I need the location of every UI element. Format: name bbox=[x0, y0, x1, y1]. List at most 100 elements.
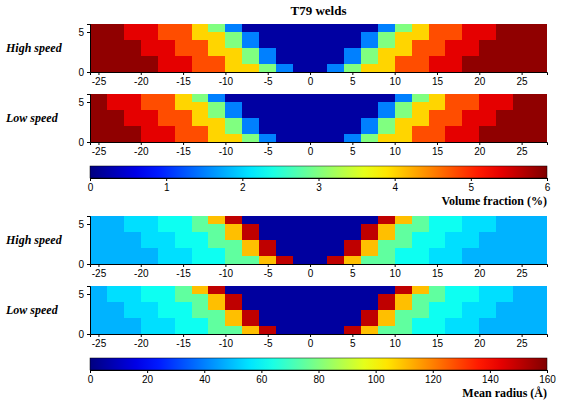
cell bbox=[445, 118, 462, 126]
x-tick-mark bbox=[183, 334, 184, 337]
cell bbox=[208, 286, 225, 294]
cell bbox=[141, 256, 158, 264]
cell bbox=[530, 56, 547, 64]
cell bbox=[327, 24, 344, 32]
cell bbox=[327, 64, 344, 72]
cell bbox=[327, 118, 344, 126]
cell bbox=[445, 24, 462, 32]
cell bbox=[225, 240, 242, 248]
cell bbox=[496, 24, 513, 32]
cell bbox=[208, 40, 225, 48]
cell bbox=[412, 224, 429, 232]
cell bbox=[429, 302, 446, 310]
cell bbox=[259, 24, 276, 32]
cell bbox=[293, 94, 310, 102]
x-tick: -10 bbox=[219, 334, 234, 349]
cell bbox=[395, 216, 412, 224]
cell bbox=[395, 224, 412, 232]
cell bbox=[276, 126, 293, 134]
cell bbox=[327, 326, 344, 334]
cell bbox=[259, 48, 276, 56]
cell bbox=[310, 64, 327, 72]
cell bbox=[429, 318, 446, 326]
cell bbox=[327, 256, 344, 264]
cell bbox=[395, 102, 412, 110]
cell bbox=[158, 48, 175, 56]
x-tick-label: -10 bbox=[219, 268, 234, 279]
cell bbox=[158, 302, 175, 310]
cell bbox=[259, 302, 276, 310]
y-tick: 0 bbox=[78, 67, 90, 78]
cell bbox=[90, 232, 107, 240]
cell bbox=[530, 256, 547, 264]
colorbar-tick-mark bbox=[90, 370, 91, 373]
x-tick: 10 bbox=[390, 264, 402, 279]
cell bbox=[276, 94, 293, 102]
x-tick-mark bbox=[352, 72, 353, 75]
cell bbox=[445, 32, 462, 40]
cell bbox=[310, 94, 327, 102]
cell bbox=[361, 134, 378, 142]
cell bbox=[530, 40, 547, 48]
cell bbox=[276, 134, 293, 142]
cell bbox=[361, 240, 378, 248]
cell bbox=[276, 294, 293, 302]
cell bbox=[259, 240, 276, 248]
cell bbox=[175, 40, 192, 48]
cell bbox=[479, 64, 496, 72]
cell bbox=[412, 248, 429, 256]
y-tick-mark bbox=[87, 72, 90, 73]
cell bbox=[158, 286, 175, 294]
cell bbox=[378, 110, 395, 118]
cell bbox=[479, 48, 496, 56]
cell bbox=[513, 126, 530, 134]
cell bbox=[192, 32, 209, 40]
cell bbox=[378, 256, 395, 264]
cell bbox=[242, 224, 259, 232]
cell bbox=[293, 118, 310, 126]
x-tick: 10 bbox=[390, 142, 402, 157]
cell bbox=[192, 134, 209, 142]
cell bbox=[192, 240, 209, 248]
x-axis: -25-20-15-10-50510152025 bbox=[91, 72, 548, 87]
x-tick: -10 bbox=[219, 264, 234, 279]
x-tick-label: -25 bbox=[92, 76, 107, 87]
cell bbox=[445, 302, 462, 310]
row-label: Low speed bbox=[5, 303, 59, 317]
colorbar-tick: 2 bbox=[240, 178, 246, 193]
cell bbox=[395, 318, 412, 326]
cell bbox=[344, 294, 361, 302]
cell bbox=[192, 94, 209, 102]
cell bbox=[395, 248, 412, 256]
cell bbox=[293, 326, 310, 334]
x-tick: 20 bbox=[474, 142, 486, 157]
x-tick-label: 15 bbox=[432, 146, 444, 157]
cell bbox=[225, 40, 242, 48]
cell bbox=[412, 64, 429, 72]
cell bbox=[429, 248, 446, 256]
x-tick-label: 0 bbox=[308, 146, 314, 157]
cell bbox=[344, 48, 361, 56]
cell bbox=[496, 240, 513, 248]
cell bbox=[344, 326, 361, 334]
x-tick: 15 bbox=[432, 264, 444, 279]
cell bbox=[293, 32, 310, 40]
cell bbox=[293, 216, 310, 224]
cell bbox=[310, 326, 327, 334]
colorbar-tick-mark bbox=[547, 370, 548, 373]
cell bbox=[530, 224, 547, 232]
cell bbox=[141, 248, 158, 256]
cell bbox=[192, 24, 209, 32]
cell bbox=[124, 56, 141, 64]
cell bbox=[479, 126, 496, 134]
cell bbox=[158, 256, 175, 264]
cell bbox=[445, 56, 462, 64]
cell bbox=[513, 94, 530, 102]
cell bbox=[361, 286, 378, 294]
x-tick-mark bbox=[395, 334, 396, 337]
cell bbox=[344, 302, 361, 310]
cell bbox=[276, 48, 293, 56]
cell bbox=[158, 126, 175, 134]
cell bbox=[445, 310, 462, 318]
cell bbox=[479, 310, 496, 318]
